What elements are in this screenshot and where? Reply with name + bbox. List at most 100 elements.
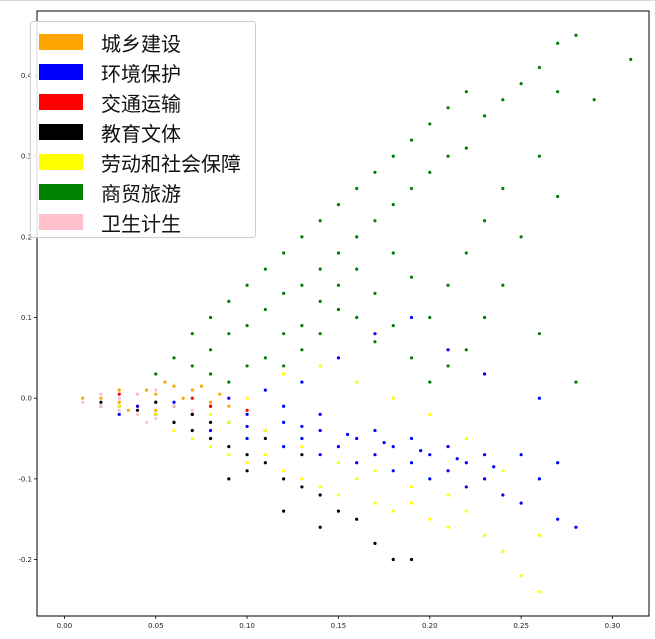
point-series-6-11 bbox=[145, 420, 149, 424]
point-series-5-31 bbox=[446, 106, 450, 110]
point-series-3-6 bbox=[208, 436, 213, 441]
point-series-1-53 bbox=[245, 424, 249, 429]
point-series-1-8 bbox=[245, 436, 249, 441]
point-series-3-23 bbox=[318, 525, 322, 529]
point-series-1-29 bbox=[501, 493, 505, 497]
point-series-5-14 bbox=[300, 283, 304, 287]
point-series-4-20 bbox=[501, 549, 505, 554]
point-series-5-50 bbox=[409, 356, 414, 360]
point-series-5-57 bbox=[282, 364, 286, 368]
point-series-1-33 bbox=[556, 461, 560, 465]
point-series-4-35 bbox=[409, 485, 414, 489]
legend-label: 商贸旅游 bbox=[101, 181, 181, 206]
point-series-3-7 bbox=[227, 445, 231, 449]
point-series-5-69 bbox=[373, 340, 377, 344]
point-series-1-2 bbox=[135, 404, 140, 408]
point-series-0-1 bbox=[99, 396, 103, 400]
point-series-1-13 bbox=[300, 436, 304, 441]
point-series-4-15 bbox=[409, 501, 414, 505]
point-series-4-2 bbox=[172, 428, 176, 433]
point-series-4-27 bbox=[391, 396, 395, 400]
x-tick-label: 0.30 bbox=[605, 622, 621, 630]
point-series-1-26 bbox=[464, 461, 468, 465]
point-series-5-18 bbox=[336, 251, 341, 255]
point-series-3-20 bbox=[208, 420, 213, 424]
point-series-5-2 bbox=[190, 364, 194, 368]
x-tick-label: 0.05 bbox=[148, 622, 164, 630]
point-series-4-25 bbox=[464, 436, 468, 441]
point-series-5-21 bbox=[355, 186, 359, 191]
point-series-3-22 bbox=[282, 509, 286, 513]
point-series-5-3 bbox=[190, 332, 194, 336]
point-series-1-24 bbox=[428, 477, 432, 481]
axes-frame bbox=[36, 10, 650, 617]
point-series-0-13 bbox=[199, 384, 204, 388]
y-tick-label: 0.0 bbox=[21, 395, 32, 403]
point-series-4-11 bbox=[336, 493, 341, 497]
point-series-3-27 bbox=[300, 453, 304, 457]
point-series-5-76 bbox=[556, 194, 560, 199]
point-series-1-22 bbox=[409, 461, 414, 465]
point-series-4-30 bbox=[282, 372, 286, 376]
point-series-5-13 bbox=[282, 251, 286, 255]
legend-item: 商贸旅游 bbox=[39, 179, 181, 206]
point-series-5-23 bbox=[373, 170, 377, 174]
point-series-4-1 bbox=[154, 412, 158, 416]
legend-swatch bbox=[39, 184, 83, 200]
point-series-5-10 bbox=[263, 307, 267, 312]
point-series-6-3 bbox=[135, 412, 140, 416]
point-series-5-0 bbox=[154, 372, 158, 376]
legend-item: 环境保护 bbox=[39, 59, 181, 86]
point-series-5-62 bbox=[501, 186, 505, 191]
x-tick-label: 0.25 bbox=[513, 622, 529, 630]
point-series-1-42 bbox=[300, 380, 304, 384]
legend-swatch bbox=[39, 124, 83, 140]
point-series-6-6 bbox=[135, 392, 140, 396]
point-series-5-73 bbox=[300, 324, 304, 328]
point-series-5-67 bbox=[409, 275, 414, 279]
point-series-4-33 bbox=[263, 428, 267, 433]
point-series-3-25 bbox=[190, 412, 194, 416]
point-series-5-46 bbox=[482, 315, 487, 320]
point-series-5-26 bbox=[409, 186, 414, 191]
point-series-1-36 bbox=[537, 396, 541, 400]
point-series-5-12 bbox=[282, 291, 286, 295]
point-series-1-52 bbox=[172, 400, 176, 404]
point-series-1-6 bbox=[208, 428, 213, 433]
point-series-4-39 bbox=[227, 420, 231, 424]
point-series-1-18 bbox=[355, 461, 359, 465]
point-series-4-21 bbox=[519, 574, 523, 578]
legend-item: 交通运输 bbox=[39, 89, 181, 116]
legend-item: 教育文体 bbox=[39, 119, 181, 146]
point-series-1-19 bbox=[373, 453, 377, 457]
point-series-5-30 bbox=[446, 154, 450, 158]
points-layer bbox=[81, 33, 633, 594]
point-series-4-0 bbox=[117, 404, 121, 408]
legend-label: 交通运输 bbox=[101, 91, 181, 116]
point-series-3-10 bbox=[263, 461, 267, 465]
point-series-3-0 bbox=[99, 400, 103, 404]
point-series-1-32 bbox=[537, 477, 541, 481]
point-series-0-11 bbox=[190, 388, 194, 392]
point-series-5-60 bbox=[227, 380, 231, 384]
point-series-0-8 bbox=[172, 384, 176, 388]
point-series-5-5 bbox=[208, 315, 213, 320]
point-series-5-36 bbox=[519, 82, 523, 86]
point-series-0-2 bbox=[117, 400, 121, 404]
point-series-0-15 bbox=[218, 392, 222, 396]
point-series-0-14 bbox=[208, 400, 213, 404]
point-series-5-25 bbox=[391, 154, 395, 158]
point-series-1-45 bbox=[282, 404, 286, 408]
point-series-0-3 bbox=[117, 388, 121, 392]
point-series-1-20 bbox=[391, 445, 395, 449]
point-series-4-4 bbox=[208, 445, 213, 449]
point-series-1-40 bbox=[373, 332, 377, 336]
point-series-5-48 bbox=[446, 364, 450, 368]
point-series-4-3 bbox=[190, 436, 194, 441]
point-series-1-34 bbox=[556, 517, 560, 521]
point-series-5-29 bbox=[428, 122, 432, 126]
point-series-4-36 bbox=[300, 445, 304, 449]
point-series-6-8 bbox=[190, 408, 194, 412]
point-series-3-8 bbox=[245, 453, 249, 457]
point-series-0-5 bbox=[145, 388, 149, 392]
